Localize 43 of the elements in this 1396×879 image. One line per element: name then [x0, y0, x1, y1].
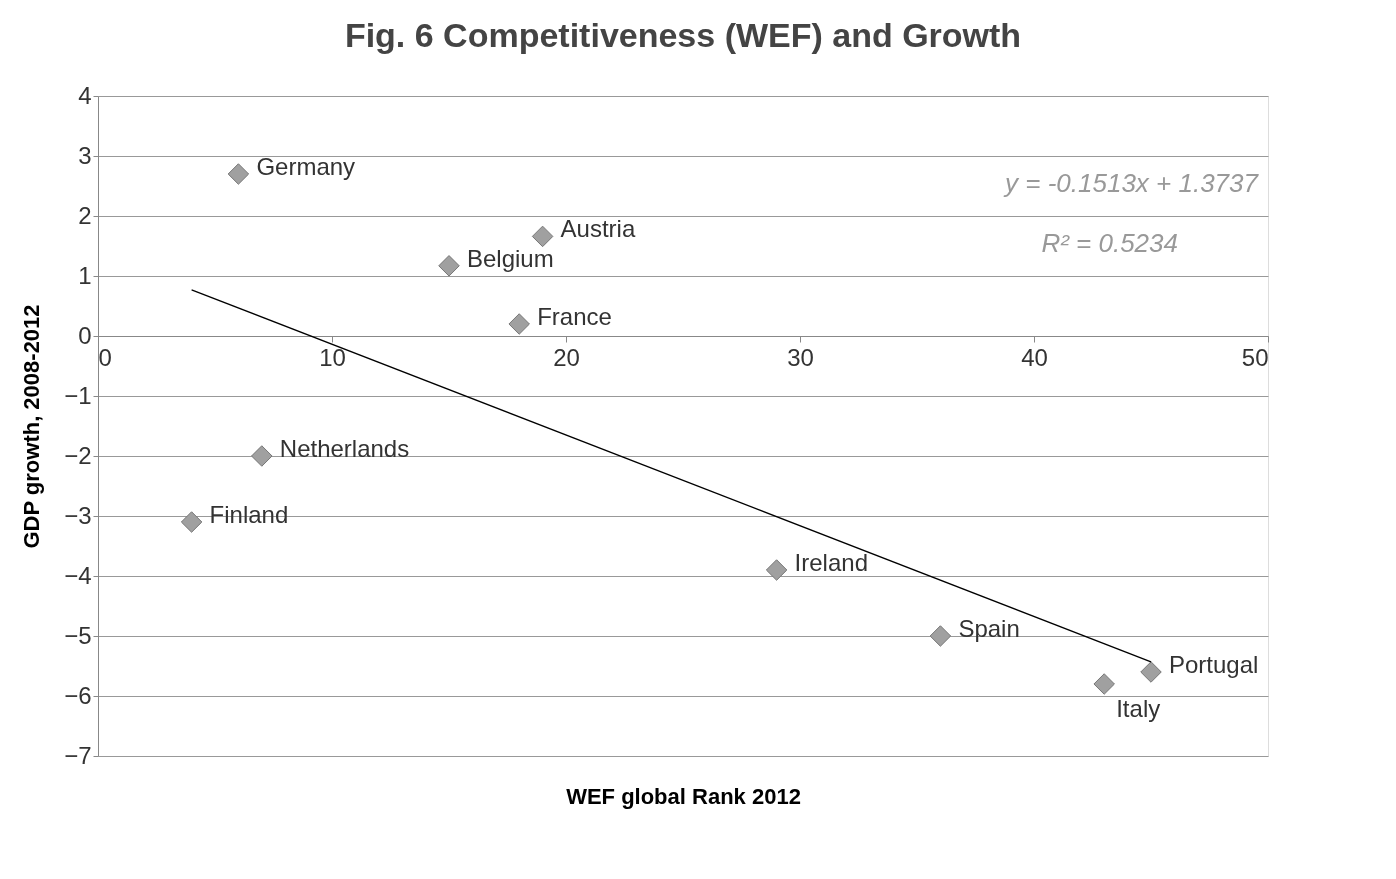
point: [1093, 673, 1115, 695]
annotation: Spain: [958, 615, 1020, 642]
x-tick-label: 0: [98, 343, 112, 371]
y-tick-label: 2: [78, 201, 92, 229]
x-tick-label: 40: [1021, 343, 1048, 371]
point: [438, 255, 460, 277]
y-tick-label: −3: [64, 501, 92, 529]
annotation: y = -0.1513x + 1.3737: [1003, 168, 1260, 198]
point: [251, 445, 273, 467]
y-tick-label: 1: [78, 261, 92, 289]
x-tick-label: 50: [1241, 343, 1269, 371]
point: [508, 313, 530, 335]
y-axis-title: GDP growth, 2008-2012: [19, 304, 45, 549]
point: [180, 511, 203, 533]
point: [765, 559, 788, 581]
annotation: Germany: [256, 153, 356, 180]
x-tick-label: 10: [319, 343, 346, 371]
y-tick-label: −5: [64, 621, 92, 649]
annotation: Netherlands: [279, 435, 410, 462]
chart-title: Fig. 6 Competitiveness (WEF) and Growth: [344, 16, 1022, 54]
y-tick-label: 3: [78, 141, 92, 169]
y-tick-label: −7: [64, 741, 92, 769]
annotation: Italy: [1116, 695, 1161, 722]
y-tick-label: 4: [78, 81, 92, 109]
annotation: France: [537, 303, 612, 330]
annotation: Belgium: [467, 244, 554, 272]
annotation: Ireland: [794, 549, 868, 576]
y-tick-label: −6: [64, 681, 92, 709]
y-tick-label: 0: [78, 321, 92, 349]
annotation: Portugal: [1169, 651, 1259, 678]
x-tick-label: 20: [553, 343, 580, 371]
x-tick-label: 30: [787, 343, 814, 371]
point: [227, 163, 250, 185]
annotation: Finland: [209, 501, 289, 528]
x-axis-title: WEF global Rank 2012: [566, 783, 801, 809]
y-tick-label: −4: [64, 561, 92, 589]
point: [531, 225, 554, 248]
annotation: Austria: [560, 215, 636, 243]
annotation: R² = 0.5234: [1041, 228, 1178, 258]
point: [1140, 661, 1162, 683]
y-tick-label: −1: [64, 381, 92, 409]
point: [929, 625, 952, 647]
y-tick-label: −2: [64, 441, 92, 469]
